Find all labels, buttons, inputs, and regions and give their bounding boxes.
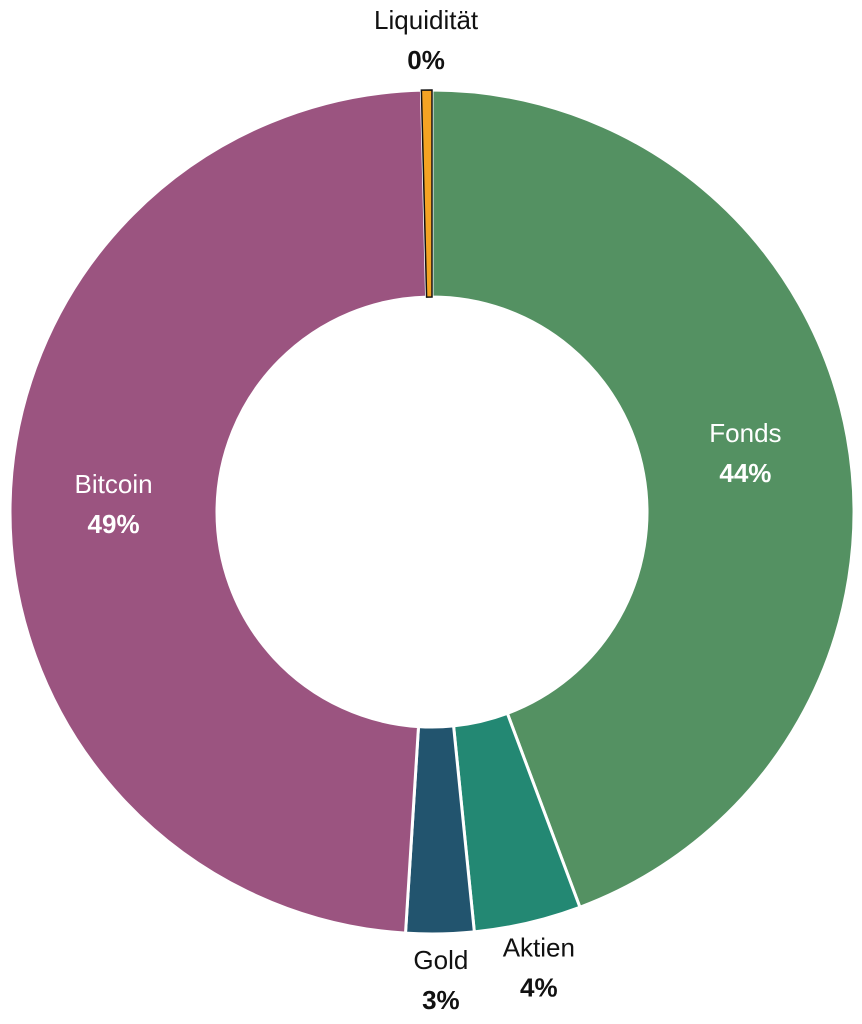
slice-label: Fonds: [709, 418, 781, 448]
donut-slice: [430, 88, 856, 910]
slice-label: Gold: [413, 945, 468, 975]
slice-value-label: 4%: [520, 973, 558, 1003]
slice-label: Bitcoin: [75, 469, 153, 499]
slice-label: Aktien: [503, 933, 575, 963]
slice-value-label: 0%: [407, 45, 445, 75]
slice-value-label: 44%: [719, 458, 771, 488]
slice-label: Liquidität: [374, 5, 479, 35]
donut-slice: [420, 89, 433, 298]
donut-slice: [8, 88, 429, 935]
slice-value-label: 3%: [422, 985, 460, 1015]
slice-value-label: 49%: [88, 509, 140, 539]
